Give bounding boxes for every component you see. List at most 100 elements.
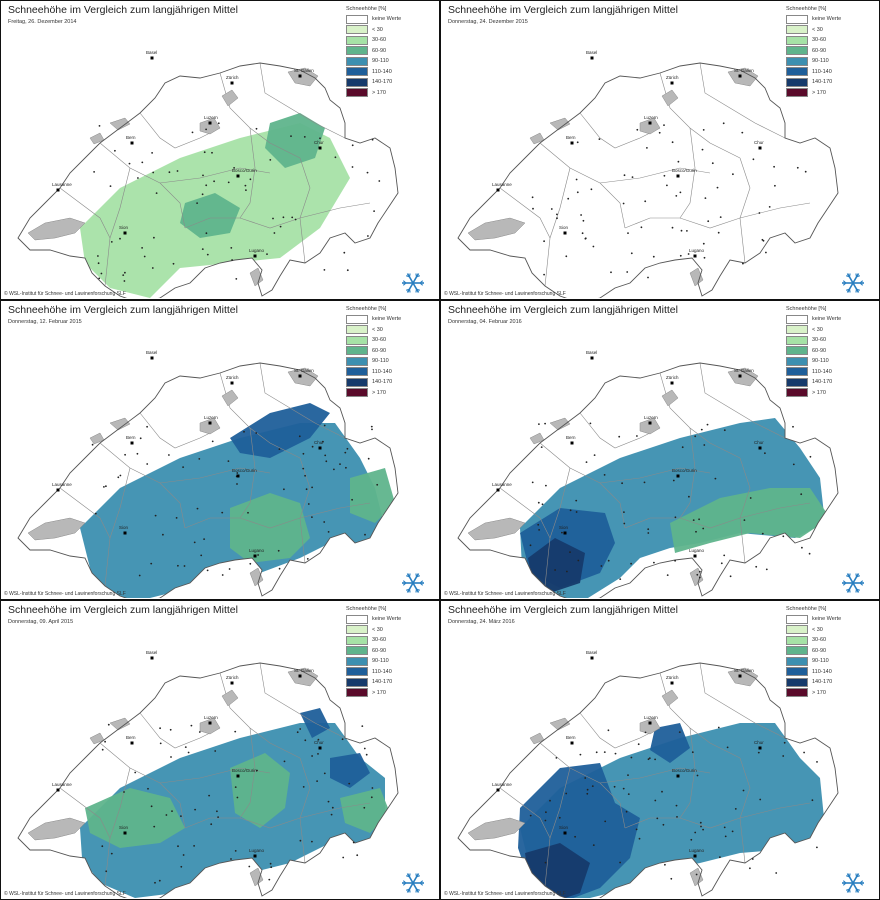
station-marker: [270, 866, 273, 869]
lake: [661, 689, 679, 707]
city-marker: [123, 531, 127, 535]
station-marker: [581, 232, 584, 235]
station-marker: [158, 879, 161, 882]
station-marker: [538, 529, 540, 531]
canton-border: [299, 457, 311, 564]
station-marker: [576, 141, 579, 144]
station-marker: [333, 468, 335, 471]
station-marker: [676, 816, 678, 818]
station-marker: [622, 787, 625, 790]
legend-label: 140-170: [812, 379, 833, 386]
station-marker: [610, 271, 612, 274]
canton-border: [104, 767, 131, 887]
legend-label: 110-140: [812, 368, 832, 375]
station-marker: [150, 805, 153, 808]
station-marker: [638, 837, 641, 840]
station-marker: [208, 794, 211, 797]
station-marker: [290, 135, 292, 137]
station-marker: [575, 511, 578, 513]
city-label: Luzern: [644, 115, 658, 120]
station-marker: [631, 176, 634, 179]
city-marker: [693, 554, 697, 558]
station-marker: [107, 723, 110, 726]
station-marker: [627, 774, 629, 776]
station-marker: [170, 756, 172, 758]
legend-item: 30-60: [786, 35, 866, 46]
station-marker: [334, 156, 337, 159]
city-marker: [236, 474, 240, 478]
city-marker: [298, 674, 302, 678]
station-marker: [122, 274, 125, 276]
station-marker: [671, 141, 674, 144]
station-marker: [567, 197, 570, 200]
canton-border: [599, 467, 711, 484]
station-marker: [647, 758, 650, 761]
city-marker: [676, 474, 680, 478]
station-marker: [97, 262, 100, 265]
lake: [199, 117, 221, 135]
station-marker: [110, 241, 113, 243]
legend-swatch: [786, 367, 808, 377]
legend-item: 90-110: [346, 356, 426, 367]
city-label: Luzern: [204, 115, 218, 120]
city-marker: [648, 121, 652, 125]
station-marker: [681, 446, 684, 449]
station-marker: [809, 455, 812, 458]
city-marker: [738, 74, 742, 78]
legend-swatch: [346, 35, 368, 45]
station-marker: [177, 845, 179, 848]
snow-zone: [85, 788, 185, 848]
legend-item: < 30: [346, 625, 426, 636]
station-marker: [319, 137, 321, 140]
city-label: Sion: [119, 525, 129, 530]
station-marker: [123, 280, 126, 282]
legend-label: 90-110: [812, 58, 829, 65]
station-marker: [269, 862, 272, 865]
canton-border: [159, 167, 271, 184]
station-marker: [342, 856, 345, 859]
station-marker: [636, 128, 639, 131]
canton-border: [239, 427, 256, 519]
station-marker: [327, 800, 330, 803]
city-marker: [208, 721, 212, 725]
station-marker: [268, 878, 271, 881]
station-marker: [193, 541, 196, 544]
station-marker: [648, 757, 651, 760]
station-marker: [618, 435, 621, 438]
station-marker: [619, 578, 622, 580]
station-marker: [662, 823, 665, 826]
legend-item: 60-90: [786, 646, 866, 657]
legend-swatch: [346, 25, 368, 35]
snowflake-logo-icon: [842, 273, 864, 293]
station-marker: [311, 516, 313, 518]
legend-item: < 30: [786, 625, 866, 636]
city-label: Lausanne: [492, 482, 512, 487]
station-marker: [758, 212, 761, 214]
map-date: Donnerstag, 12. Februar 2015: [8, 319, 82, 325]
canton-border: [59, 187, 111, 239]
canton-border: [159, 767, 271, 784]
city-label: Zürich: [666, 75, 679, 80]
station-marker: [590, 188, 593, 191]
station-marker: [227, 181, 230, 184]
station-marker: [255, 127, 258, 130]
city-label: St. Gallen: [294, 68, 314, 73]
canton-border: [104, 167, 131, 287]
station-marker: [664, 863, 666, 866]
station-marker: [184, 746, 187, 748]
city-label: Basel: [586, 350, 597, 355]
station-marker: [635, 828, 638, 831]
station-marker: [584, 777, 587, 779]
station-marker: [330, 813, 333, 816]
station-marker: [544, 861, 547, 864]
station-marker: [565, 792, 568, 795]
snow-zone: [180, 193, 240, 238]
legend-item: 140-170: [346, 677, 426, 688]
station-marker: [117, 476, 120, 479]
station-marker: [586, 792, 589, 795]
station-marker: [775, 872, 778, 874]
legend-item: keine Werte: [786, 14, 866, 25]
city-label: St. Gallen: [294, 368, 314, 373]
station-marker: [194, 808, 197, 811]
city-marker: [570, 741, 574, 745]
